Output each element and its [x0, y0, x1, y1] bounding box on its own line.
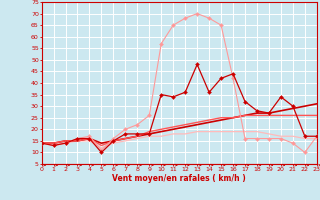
X-axis label: Vent moyen/en rafales ( km/h ): Vent moyen/en rafales ( km/h )	[112, 174, 246, 183]
